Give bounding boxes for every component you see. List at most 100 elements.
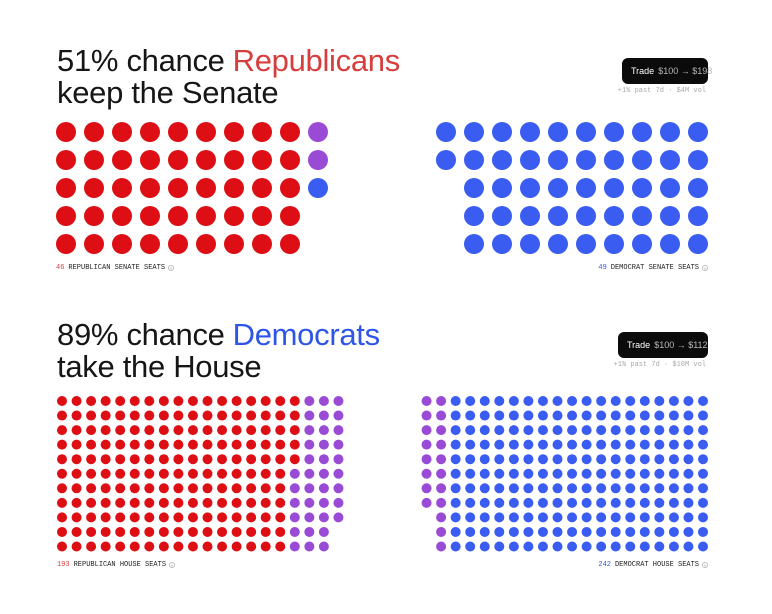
seat-dot <box>333 483 344 494</box>
seat-dot <box>246 512 257 523</box>
seat-dot <box>217 425 228 436</box>
seat-dot <box>158 512 169 523</box>
seat-dot <box>140 206 160 226</box>
seat-dot <box>537 497 548 508</box>
seat-dot <box>158 454 169 465</box>
seat-dot <box>552 439 563 450</box>
seat-dot <box>275 425 286 436</box>
trade-button[interactable]: Trade $100 → $112 <box>618 332 708 358</box>
seat-dot <box>217 410 228 421</box>
seat-dot <box>56 178 76 198</box>
seat-dot <box>57 454 67 465</box>
seat-dot <box>698 512 708 523</box>
seat-dot <box>581 512 592 523</box>
seat-dot <box>698 396 708 406</box>
seat-dot <box>260 410 271 421</box>
seat-dot <box>625 454 636 465</box>
seat-dot <box>112 178 132 198</box>
seat-dot <box>537 454 548 465</box>
seat-dot <box>173 410 184 421</box>
seat-dot <box>202 541 213 552</box>
seat-dot <box>173 541 184 552</box>
seat-dot <box>333 410 344 421</box>
seat-dot <box>683 425 694 436</box>
seat-dot <box>576 122 596 142</box>
seat-dot <box>57 497 67 508</box>
seat-label: 193 REPUBLICAN HOUSE SEATS <box>57 561 175 569</box>
seat-dot <box>654 439 665 450</box>
seat-dot <box>187 483 198 494</box>
seat-dot <box>129 410 140 421</box>
info-ring <box>169 562 175 568</box>
seat-dot <box>436 526 447 537</box>
trade-label: Trade <box>627 340 651 350</box>
seat-dot <box>660 178 680 198</box>
seat-dot <box>202 425 213 436</box>
seat-dot <box>465 410 476 421</box>
seat-dot <box>464 206 484 226</box>
seat-dot <box>173 497 184 508</box>
seat-dot <box>450 541 461 552</box>
seat-dot <box>187 439 198 450</box>
seat-dot <box>280 150 300 170</box>
seat-dot <box>86 468 97 479</box>
seat-dot <box>280 234 300 254</box>
seat-dot <box>520 150 540 170</box>
seat-dot <box>187 410 198 421</box>
seat-dot <box>552 512 563 523</box>
seat-dot <box>202 454 213 465</box>
seat-dot <box>436 425 447 436</box>
seat-dot <box>537 468 548 479</box>
seat-dot <box>610 396 621 406</box>
seat-label: 46 REPUBLICAN SENATE SEATS <box>56 264 174 272</box>
seat-text: DEMOCRAT HOUSE SEATS <box>614 561 699 569</box>
seat-dot <box>304 439 315 450</box>
seat-dot <box>275 396 286 406</box>
seat-dot <box>318 483 329 494</box>
seat-dot <box>464 178 484 198</box>
seat-dot <box>632 122 652 142</box>
seat-dot <box>450 396 461 406</box>
seat-dot <box>333 497 344 508</box>
seat-dot <box>479 410 490 421</box>
seat-dot <box>100 541 111 552</box>
seat-dot <box>596 497 607 508</box>
trade-button[interactable]: Trade $100 → $198 <box>622 58 712 84</box>
seat-dot <box>494 526 505 537</box>
seat-dot <box>129 483 140 494</box>
seat-dot <box>494 483 505 494</box>
seat-dot <box>304 468 315 479</box>
seat-dot <box>465 425 476 436</box>
seat-dot <box>552 468 563 479</box>
seat-dot <box>625 439 636 450</box>
seat-dot <box>158 526 169 537</box>
seat-dot <box>318 439 329 450</box>
seat-dot <box>280 178 300 198</box>
seat-dot <box>71 468 82 479</box>
seat-dot <box>668 541 679 552</box>
seat-count: 46 <box>56 264 65 272</box>
seat-dot <box>129 439 140 450</box>
seat-dot <box>668 439 679 450</box>
seat-dot <box>668 410 679 421</box>
headline-lead: 89% chance <box>57 317 225 352</box>
seat-dot <box>576 178 596 198</box>
seat-dot <box>289 526 300 537</box>
seat-dot <box>610 468 621 479</box>
seat-dot <box>168 178 188 198</box>
seat-dot <box>436 439 447 450</box>
seat-dot <box>567 396 578 406</box>
seat-dot <box>492 122 512 142</box>
trade-value: $100 → $198 <box>658 66 713 76</box>
seat-label: 242 DEMOCRAT HOUSE SEATS <box>598 561 708 569</box>
seat-dot <box>537 410 548 421</box>
seat-dot <box>144 396 155 406</box>
seat-dot <box>436 497 447 508</box>
seat-dot <box>492 178 512 198</box>
seat-dot <box>537 483 548 494</box>
seat-dot <box>224 234 244 254</box>
seat-dot <box>479 425 490 436</box>
seat-dot <box>304 483 315 494</box>
seat-dot <box>196 234 216 254</box>
seat-dot <box>450 454 461 465</box>
